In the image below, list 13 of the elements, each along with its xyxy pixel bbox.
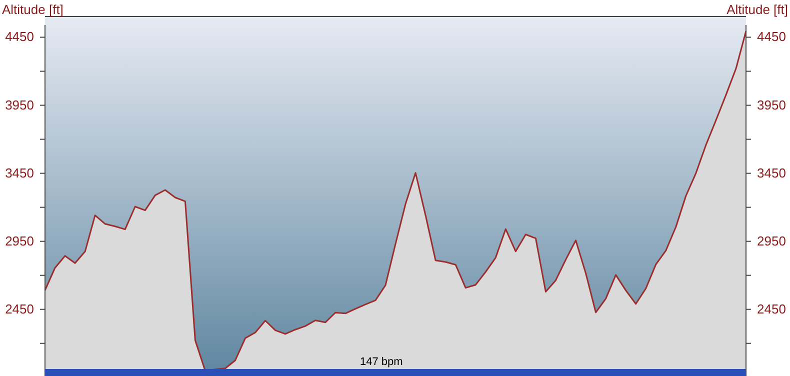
- y2-tick-label: 3450: [757, 165, 786, 180]
- y2-tick-label: 2950: [757, 233, 786, 248]
- annotation: 147 bpm: [360, 356, 403, 368]
- y-tick-label: 3450: [5, 165, 34, 180]
- y-axis-title: Altitude [ft]: [2, 2, 64, 17]
- y2-tick-label: 2450: [757, 301, 786, 316]
- y2-tick-label: 4450: [757, 29, 786, 44]
- y-tick-label: 3950: [5, 97, 34, 112]
- y-tick-label: 2950: [5, 233, 34, 248]
- y-tick-label: 4450: [5, 29, 34, 44]
- y2-tick-label: 3950: [757, 97, 786, 112]
- y2-axis-title: Altitude [ft]: [726, 2, 788, 17]
- y-tick-label: 2450: [5, 301, 34, 316]
